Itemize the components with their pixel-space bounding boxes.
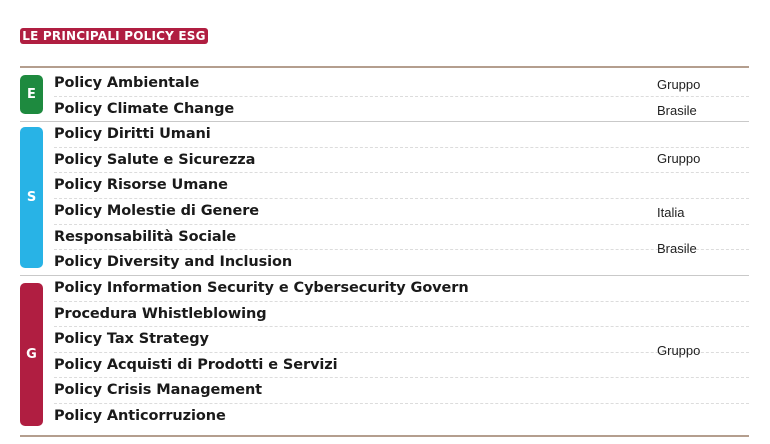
policy-label: Policy Salute e Sicurezza: [54, 151, 256, 168]
policy-row: Responsabilità Sociale: [54, 225, 749, 251]
group-e-letter: E: [27, 87, 36, 102]
policy-label: Policy Crisis Management: [54, 382, 262, 399]
policy-row: Policy Diversity and Inclusion: [54, 250, 749, 276]
policy-row: Policy Crisis Management: [54, 378, 749, 404]
policy-label: Policy Information Security e Cybersecur…: [54, 280, 469, 296]
policy-row: Policy Risorse Umane: [54, 173, 749, 199]
scope-label: Gruppo: [657, 151, 701, 166]
scope-label: Italia: [657, 205, 685, 220]
bottom-rule: [20, 435, 749, 437]
policy-label: Policy Risorse Umane: [54, 177, 228, 194]
policy-row: Policy Anticorruzione: [54, 404, 749, 430]
section-title: LE PRINCIPALI POLICY ESG: [20, 28, 208, 44]
policy-row: Policy Information Security e Cybersecur…: [54, 276, 749, 302]
top-rule: [20, 66, 749, 68]
scope-label: Gruppo: [657, 77, 701, 92]
policy-label: Policy Diritti Umani: [54, 126, 211, 143]
group-e-pill: E: [20, 75, 43, 114]
policy-row: Policy Climate Change: [54, 97, 749, 123]
policy-row: Policy Diritti Umani: [54, 122, 749, 148]
scope-label: Brasile: [657, 241, 697, 256]
policy-label: Policy Tax Strategy: [54, 331, 209, 348]
policy-label: Policy Climate Change: [54, 100, 235, 117]
policy-label: Policy Acquisti di Prodotti e Servizi: [54, 356, 338, 373]
policy-label: Procedura Whistleblowing: [54, 305, 267, 322]
policy-row: Policy Tax Strategy: [54, 327, 749, 353]
group-separator: [20, 121, 749, 122]
policy-label: Policy Diversity and Inclusion: [54, 254, 293, 271]
policy-row: Policy Ambientale: [54, 71, 749, 97]
policy-row: Procedura Whistleblowing: [54, 302, 749, 328]
policy-row: Policy Acquisti di Prodotti e Servizi: [54, 353, 749, 379]
policy-label: Policy Ambientale: [54, 75, 200, 91]
policy-row: Policy Molestie di Genere: [54, 199, 749, 225]
policy-label: Policy Anticorruzione: [54, 408, 226, 424]
policy-label: Responsabilità Sociale: [54, 228, 237, 245]
scope-label: Gruppo: [657, 343, 701, 358]
group-g-pill: G: [20, 283, 43, 426]
group-separator: [20, 275, 749, 276]
policy-row: Policy Salute e Sicurezza: [54, 148, 749, 174]
group-s-letter: S: [26, 190, 37, 205]
group-s-pill: S: [20, 127, 43, 268]
scope-label: Brasile: [657, 103, 697, 118]
group-g-letter: G: [26, 347, 37, 362]
policy-label: Policy Molestie di Genere: [54, 203, 260, 219]
